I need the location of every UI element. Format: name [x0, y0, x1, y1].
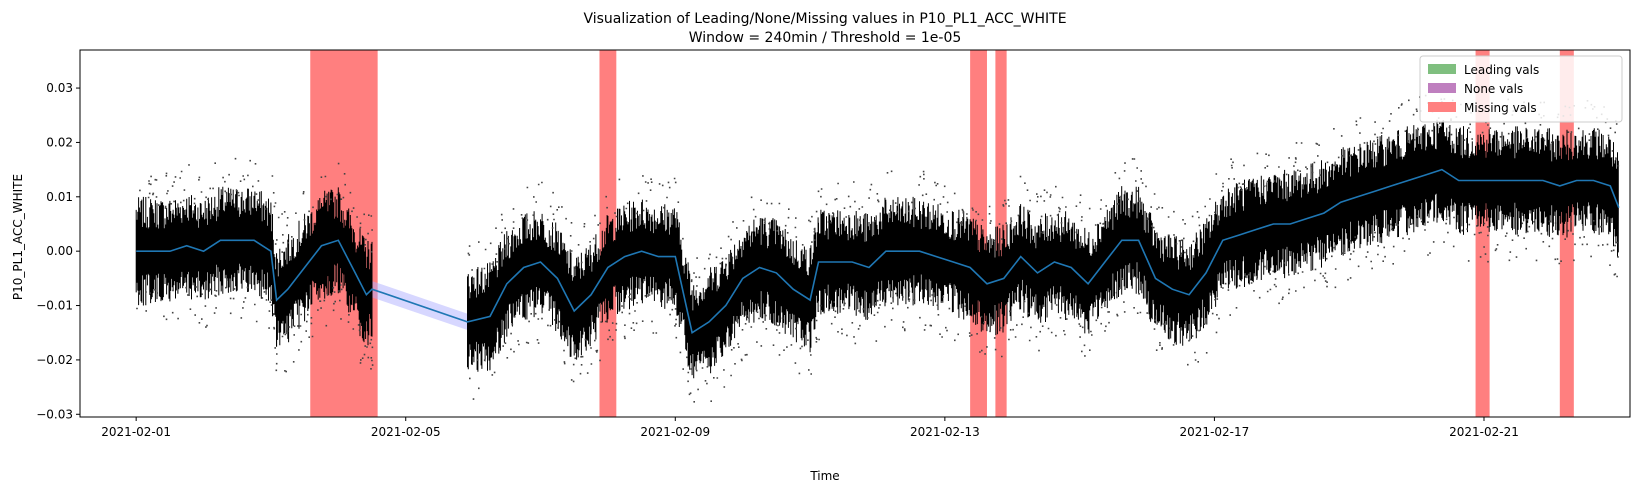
- y-tick-label: 0.02: [46, 135, 73, 149]
- y-tick-label: 0.01: [46, 190, 73, 204]
- chart-subtitle: Window = 240min / Threshold = 1e-05: [689, 30, 962, 46]
- x-tick-label: 2021-02-05: [371, 425, 441, 439]
- y-tick-label: −0.03: [36, 407, 73, 421]
- plot-area: 2021-02-01 2021-02-05 2021-02-09 2021-02-13…: [36, 49, 1631, 439]
- legend-swatch: [1428, 83, 1456, 93]
- axes-frame: [79, 49, 1631, 418]
- legend-swatch: [1428, 102, 1456, 112]
- y-tick-label: 0.00: [46, 244, 73, 258]
- x-tick-label: 2021-02-21: [1449, 425, 1519, 439]
- legend-label: None vals: [1464, 82, 1523, 96]
- x-tick-label: 2021-02-09: [640, 425, 710, 439]
- missing-interval: [1475, 50, 1490, 417]
- y-tick-label: −0.01: [36, 299, 73, 313]
- y-tick-label: −0.02: [36, 353, 73, 367]
- x-tick-label: 2021-02-01: [101, 425, 171, 439]
- x-tick-label: 2021-02-17: [1180, 425, 1250, 439]
- missing-interval: [970, 50, 987, 417]
- chart-title: Visualization of Leading/None/Missing va…: [583, 11, 1066, 27]
- y-tick-label: 0.03: [46, 81, 73, 95]
- legend: Leading vals None vals Missing vals: [1419, 55, 1623, 123]
- plot-content: [135, 50, 1620, 417]
- x-tick-label: 2021-02-13: [910, 425, 980, 439]
- legend-swatch: [1428, 64, 1456, 74]
- legend-box: [1419, 55, 1623, 123]
- missing-interval: [995, 50, 1007, 417]
- y-axis-label: P10_PL1_ACC_WHITE: [11, 174, 25, 300]
- rolling-mean-line: [136, 168, 1620, 334]
- legend-label: Leading vals: [1464, 63, 1539, 77]
- x-axis-label: Time: [809, 469, 839, 483]
- legend-label: Missing vals: [1464, 101, 1537, 115]
